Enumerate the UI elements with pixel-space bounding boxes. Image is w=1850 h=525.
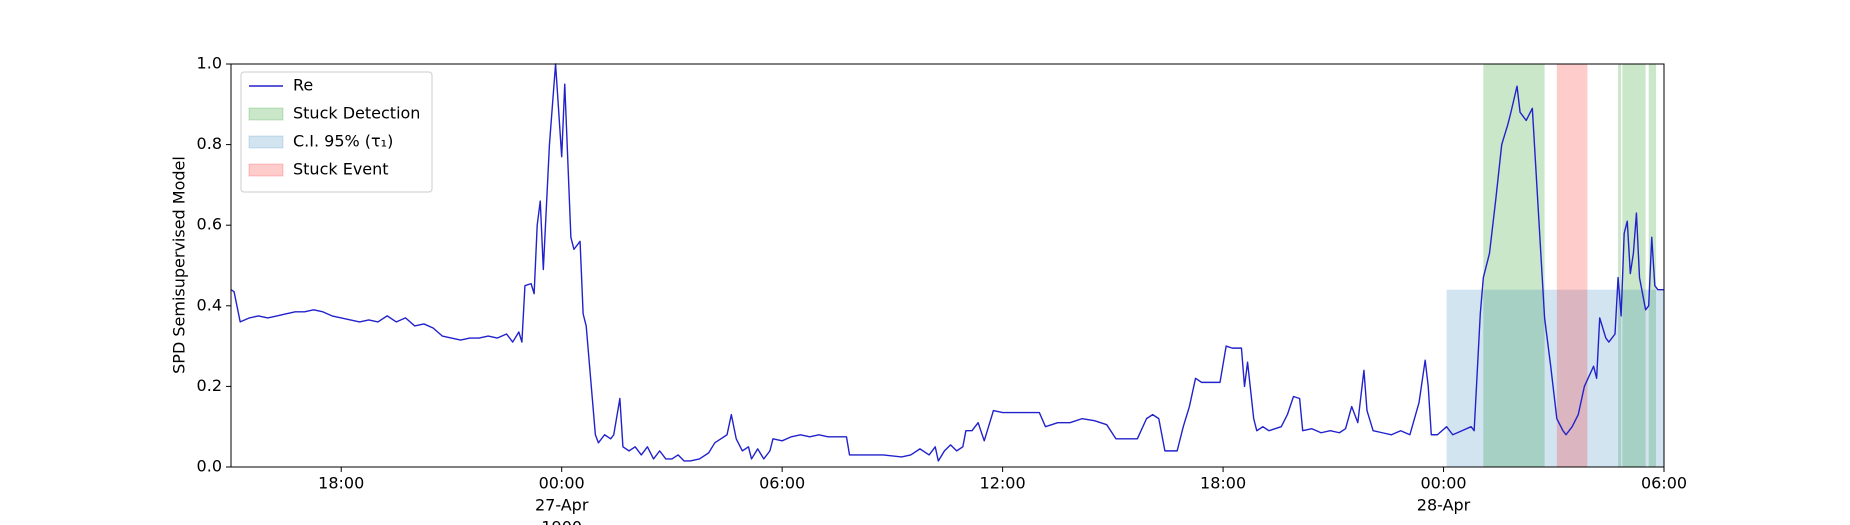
- x-tick-year: 1900: [541, 518, 582, 525]
- x-tick-label: 18:00: [318, 474, 364, 493]
- region-span: [1556, 64, 1588, 467]
- legend-label: Re: [293, 76, 313, 95]
- region-span: [1446, 289, 1664, 467]
- legend-label: C.I. 95% (τ₁): [293, 132, 393, 151]
- y-axis-label: SPD Semisupervised Model: [170, 156, 189, 374]
- y-tick-label: 0.2: [197, 376, 222, 395]
- x-tick-label: 06:00: [1641, 474, 1687, 493]
- x-tick-label: 12:00: [980, 474, 1026, 493]
- data-line: [230, 63, 1664, 462]
- x-tick-date: 28-Apr: [1417, 496, 1471, 515]
- x-tick-label: 00:00: [539, 474, 585, 493]
- y-tick-label: 1.0: [197, 54, 222, 73]
- legend-patch: [248, 135, 284, 149]
- region-span: [1483, 64, 1545, 467]
- region-span: [1648, 64, 1657, 467]
- region-span: [1622, 64, 1646, 467]
- y-tick-label: 0.4: [197, 295, 222, 314]
- x-tick-label: 06:00: [759, 474, 805, 493]
- x-tick-date: 27-Apr: [535, 496, 589, 515]
- x-tick-label: 00:00: [1420, 474, 1466, 493]
- y-tick-label: 0.6: [197, 215, 222, 234]
- y-tick-label: 0.8: [197, 134, 222, 153]
- legend-label: Stuck Event: [293, 160, 389, 179]
- legend-patch: [248, 107, 284, 121]
- y-tick-label: 0.0: [197, 457, 222, 476]
- region-span: [1618, 64, 1622, 467]
- axes-frame: [230, 63, 1665, 468]
- legend-label: Stuck Detection: [293, 104, 420, 123]
- legend-patch: [248, 163, 284, 177]
- legend: Re Stuck Detection C.I. 95% (τ₁) Stuck Even…: [240, 71, 433, 193]
- legend-box: [240, 71, 433, 193]
- x-tick-label: 18:00: [1200, 474, 1246, 493]
